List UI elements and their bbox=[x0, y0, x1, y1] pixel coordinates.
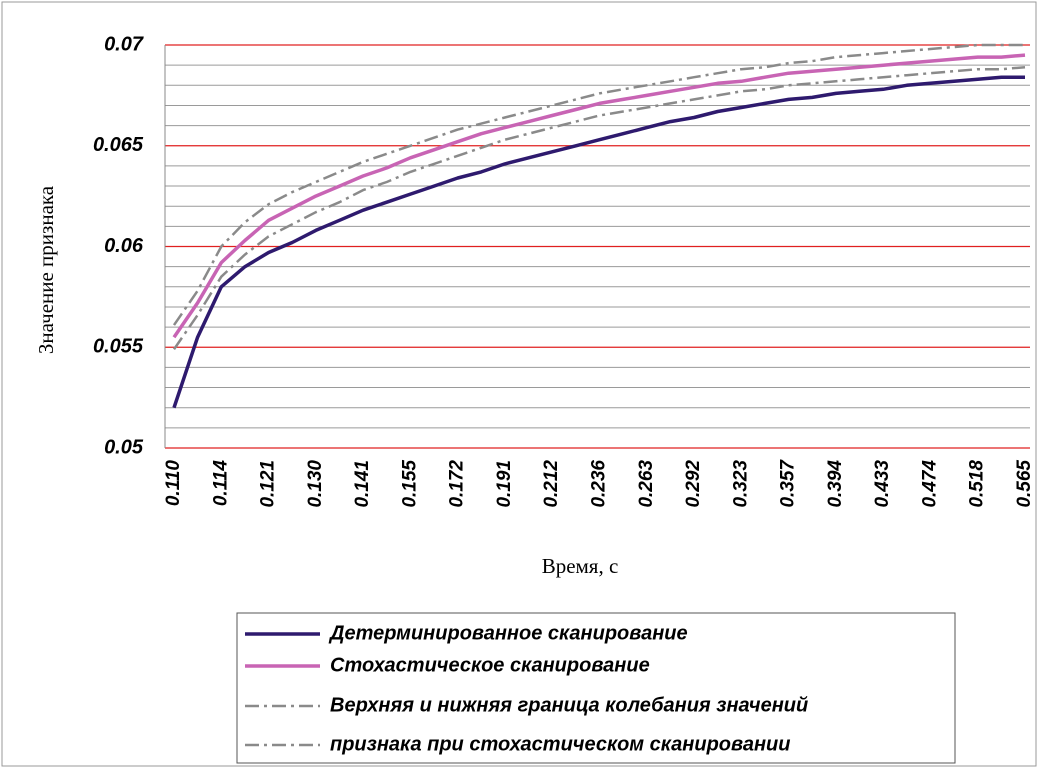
data-line bbox=[172, 43, 1025, 326]
y-axis-title: Значение признака bbox=[34, 185, 58, 354]
y-tick-label: 0.055 bbox=[93, 336, 144, 358]
x-tick-label: 0.357 bbox=[778, 459, 799, 508]
data-line bbox=[172, 53, 1026, 339]
x-tick-label: 0.114 bbox=[210, 460, 231, 507]
x-axis-title: Время, с bbox=[542, 554, 619, 578]
data-line bbox=[172, 65, 1026, 351]
x-tick-label: 0.292 bbox=[683, 460, 704, 508]
x-tick-label: 0.263 bbox=[636, 460, 657, 508]
y-tick-label: 0.05 bbox=[104, 436, 144, 458]
x-tick-label: 0.474 bbox=[919, 460, 940, 508]
legend-label: признака при стохастическом сканировании bbox=[330, 733, 790, 755]
y-tick-label: 0.07 bbox=[104, 33, 144, 55]
legend-label: Детерминированное сканирование bbox=[328, 622, 688, 644]
x-tick-label: 0.323 bbox=[730, 460, 751, 508]
x-tick-label: 0.121 bbox=[258, 460, 279, 508]
x-tick-label: 0.110 bbox=[163, 460, 184, 507]
x-tick-label: 0.191 bbox=[494, 460, 515, 508]
legend-label: Верхняя и нижняя граница колебания значе… bbox=[330, 694, 808, 716]
x-tick-label: 0.212 bbox=[541, 460, 562, 508]
data-line bbox=[172, 75, 1025, 409]
x-tick-label: 0.141 bbox=[352, 460, 373, 508]
y-tick-label: 0.065 bbox=[93, 134, 144, 156]
x-tick-label: 0.130 bbox=[305, 460, 326, 508]
x-tick-label: 0.236 bbox=[589, 460, 610, 508]
x-tick-label: 0.394 bbox=[825, 460, 846, 508]
y-tick-label: 0.06 bbox=[104, 235, 144, 257]
legend-label: Стохастическое сканирование bbox=[330, 654, 650, 676]
x-tick-label: 0.155 bbox=[399, 460, 420, 508]
x-tick-label: 0.565 bbox=[1014, 460, 1035, 508]
x-tick-label: 0.518 bbox=[967, 460, 988, 508]
x-tick-label: 0.433 bbox=[872, 460, 893, 508]
legend-box bbox=[236, 612, 956, 764]
x-tick-label: 0.172 bbox=[447, 460, 468, 508]
